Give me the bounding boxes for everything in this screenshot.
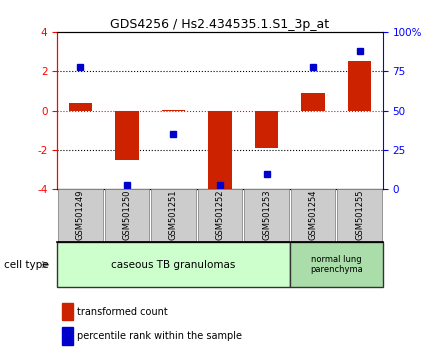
Title: GDS4256 / Hs2.434535.1.S1_3p_at: GDS4256 / Hs2.434535.1.S1_3p_at: [110, 18, 330, 31]
Bar: [69, 103, 92, 110]
Text: GSM501255: GSM501255: [355, 190, 364, 240]
Text: caseous TB granulomas: caseous TB granulomas: [111, 259, 236, 270]
Bar: [209, 110, 231, 192]
Bar: [115, 110, 139, 160]
Text: transformed count: transformed count: [77, 307, 168, 316]
Text: GSM501252: GSM501252: [216, 190, 224, 240]
Text: GSM501250: GSM501250: [122, 190, 132, 240]
Text: GSM501253: GSM501253: [262, 190, 271, 240]
Bar: [348, 61, 371, 110]
Bar: [255, 110, 278, 148]
Text: GSM501254: GSM501254: [308, 190, 318, 240]
Text: percentile rank within the sample: percentile rank within the sample: [77, 331, 242, 341]
Bar: [301, 93, 325, 110]
Text: cell type: cell type: [4, 259, 49, 270]
Text: normal lung
parenchyma: normal lung parenchyma: [310, 255, 363, 274]
Text: GSM501249: GSM501249: [76, 190, 85, 240]
Text: GSM501251: GSM501251: [169, 190, 178, 240]
